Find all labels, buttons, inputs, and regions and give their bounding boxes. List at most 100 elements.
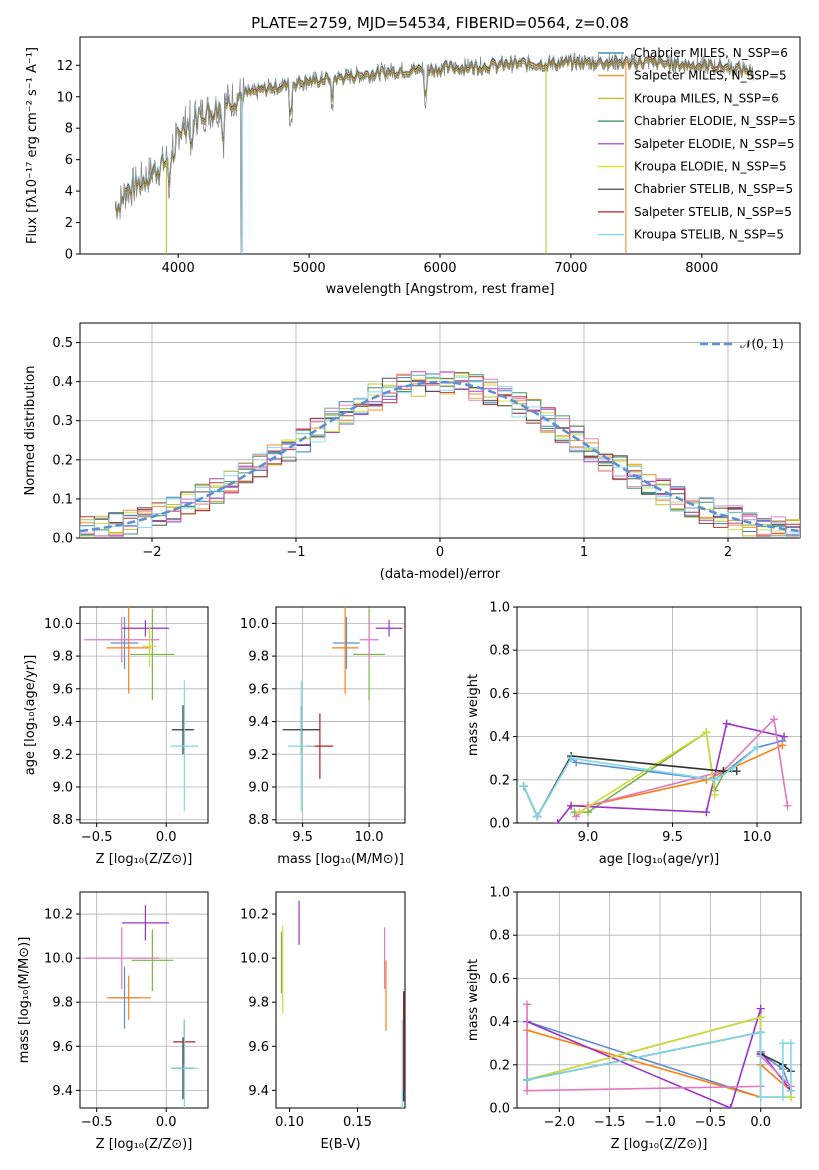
weight-marker-7-7-6 — [786, 1086, 795, 1095]
axes-frame-7 — [516, 891, 802, 1109]
axes-frame-5 — [79, 891, 209, 1109]
xlabel-4: age [log₁₀(age/yr)] — [599, 852, 720, 867]
legend-label-7: Salpeter STELIB, N_SSP=5 — [634, 205, 792, 219]
ylabel-0: Flux [fλ10⁻¹⁷ erg cm⁻² s⁻¹ A⁻¹] — [25, 47, 40, 244]
weight-marker-4-1-3 — [778, 741, 787, 750]
ytick-label-4-4: 0.8 — [489, 644, 510, 659]
weight-line-4-7 — [523, 746, 758, 819]
axes-frame-6 — [275, 891, 406, 1109]
ytick-label-0-3: 6 — [65, 153, 73, 168]
weight-marker-4-3-0 — [553, 819, 562, 823]
ylabel-1: Normed distribution — [23, 366, 38, 496]
ytick-label-4-2: 0.4 — [489, 730, 510, 745]
xtick-label-4-2: 10.0 — [743, 830, 772, 845]
xtick-label-7-1: −1.5 — [594, 1115, 626, 1130]
weight-marker-7-7-2 — [756, 1093, 765, 1102]
xtick-label-1-2: 0 — [436, 545, 444, 560]
ytick-label-5-2: 9.8 — [52, 996, 73, 1011]
weight-marker-4-3-4 — [780, 732, 789, 741]
ytick-label-0-4: 8 — [65, 122, 73, 137]
ytick-label-3-0: 8.8 — [248, 813, 269, 828]
xlabel-0: wavelength [Angstrom, rest frame] — [326, 282, 555, 297]
xtick-label-5-0: −0.5 — [81, 1115, 113, 1130]
xtick-label-6-0: 0.10 — [275, 1115, 304, 1130]
axes-frame-2 — [79, 606, 209, 824]
xlabel-2: Z [log₁₀(Z/Z⊙)] — [96, 852, 193, 867]
ytick-label-3-6: 10.0 — [240, 617, 269, 632]
xtick-label-7-3: −0.5 — [695, 1115, 727, 1130]
ytick-label-3-4: 9.6 — [248, 682, 269, 697]
weight-marker-4-7-1 — [533, 812, 542, 821]
weight-marker-7-4-0 — [523, 1000, 532, 1009]
histogram-step-9 — [80, 374, 800, 538]
axes-frame-3 — [275, 606, 406, 824]
ytick-label-7-3: 0.6 — [489, 972, 510, 987]
xlabel-5: Z [log₁₀(Z/Z⊙)] — [96, 1137, 193, 1152]
ytick-label-7-4: 0.8 — [489, 929, 510, 944]
ytick-label-4-5: 1.0 — [489, 601, 510, 616]
weight-marker-4-1-2 — [702, 775, 711, 784]
spectrum-model-line-8 — [114, 52, 754, 210]
weight-marker-4-5-2 — [710, 790, 719, 799]
xtick-label-4-0: 9.0 — [578, 830, 599, 845]
spectrum-title: PLATE=2759, MJD=54534, FIBERID=0564, z=0… — [251, 14, 629, 32]
ytick-label-1-2: 0.2 — [52, 453, 73, 468]
ytick-label-1-5: 0.5 — [52, 336, 73, 351]
ytick-label-3-2: 9.2 — [248, 748, 269, 763]
xlabel-6: E(B-V) — [320, 1137, 360, 1152]
xtick-label-1-0: −2 — [142, 545, 161, 560]
xtick-label-0-1: 5000 — [293, 261, 326, 276]
ytick-label-6-3: 10.0 — [240, 952, 269, 967]
ytick-label-6-1: 9.6 — [248, 1040, 269, 1055]
legend-label-4: Salpeter ELODIE, N_SSP=5 — [634, 137, 795, 151]
weight-marker-4-7-5 — [753, 743, 762, 752]
weight-marker-7-7-1 — [756, 1028, 765, 1037]
ytick-label-7-5: 1.0 — [489, 886, 510, 901]
ylabel-2: age [log₁₀(age/yr)] — [23, 655, 38, 776]
weight-marker-4-7-2 — [567, 754, 576, 763]
ytick-label-2-5: 9.8 — [52, 650, 73, 665]
xlabel-1: (data-model)/error — [380, 567, 501, 582]
ylabel-4: mass weight — [466, 674, 481, 756]
weight-marker-4-0-3 — [572, 758, 581, 767]
weight-marker-4-4-4 — [783, 801, 792, 810]
weight-marker-7-4-1 — [523, 1086, 532, 1095]
legend-label-normal: 𝒩(0, 1) — [740, 337, 784, 351]
ytick-label-6-0: 9.4 — [248, 1084, 269, 1099]
legend-label-0: Chabrier MILES, N_SSP=6 — [634, 46, 788, 60]
xtick-label-0-3: 7000 — [554, 261, 587, 276]
normal-curve — [79, 380, 801, 533]
xtick-label-2-1: 0.0 — [156, 830, 177, 845]
ytick-label-5-0: 9.4 — [52, 1084, 73, 1099]
ytick-label-2-2: 9.2 — [52, 748, 73, 763]
legend-label-6: Chabrier STELIB, N_SSP=5 — [634, 182, 793, 196]
legend-label-8: Kroupa STELIB, N_SSP=5 — [634, 228, 784, 242]
ytick-label-7-2: 0.4 — [489, 1015, 510, 1030]
weight-marker-4-3-2 — [702, 808, 711, 817]
weight-marker-7-7-0 — [523, 1075, 532, 1084]
weight-marker-4-3-1 — [567, 801, 576, 810]
weight-marker-7-7-5 — [786, 1039, 795, 1048]
ytick-label-5-4: 10.2 — [44, 908, 73, 923]
ytick-label-1-4: 0.4 — [52, 375, 73, 390]
ytick-label-4-0: 0.0 — [489, 817, 510, 832]
legend-label-1: Salpeter MILES, N_SSP=5 — [634, 69, 787, 83]
ytick-label-0-5: 10 — [56, 90, 73, 105]
ytick-label-0-6: 12 — [56, 59, 73, 74]
weight-marker-7-5-1 — [756, 1013, 765, 1022]
weight-marker-7-3-2 — [756, 1004, 765, 1013]
xtick-label-5-1: 0.0 — [156, 1115, 177, 1130]
xtick-label-1-4: 2 — [724, 545, 732, 560]
axes-frame-4 — [516, 606, 802, 824]
xtick-label-4-1: 9.5 — [662, 830, 683, 845]
weight-marker-4-6-4 — [732, 767, 741, 776]
ytick-label-2-0: 8.8 — [52, 813, 73, 828]
ytick-label-2-3: 9.4 — [52, 715, 73, 730]
ytick-label-4-1: 0.2 — [489, 773, 510, 788]
ytick-label-1-3: 0.3 — [52, 414, 73, 429]
ytick-label-5-1: 9.6 — [52, 1040, 73, 1055]
weight-marker-7-3-1 — [726, 1104, 735, 1108]
xlabel-7: Z [log₁₀(Z/Z⊙)] — [611, 1137, 708, 1152]
